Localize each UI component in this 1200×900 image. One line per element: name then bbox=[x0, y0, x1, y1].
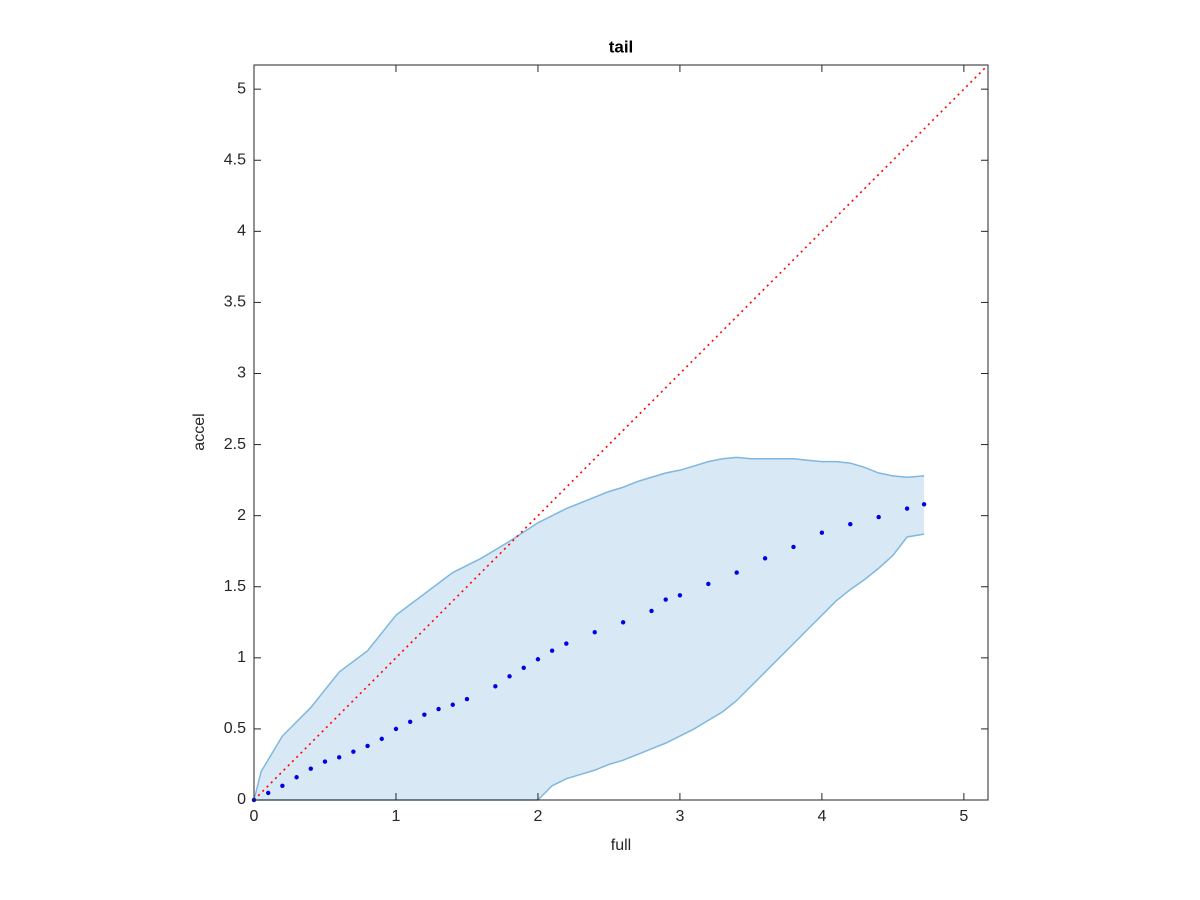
data-point bbox=[450, 702, 455, 707]
y-tick-label: 0 bbox=[237, 791, 246, 808]
data-point bbox=[592, 630, 597, 635]
data-point bbox=[464, 696, 470, 702]
y-axis-label: accel bbox=[191, 413, 208, 450]
reference-line bbox=[253, 64, 989, 801]
x-tick-label: 5 bbox=[959, 808, 968, 825]
y-tick-label: 4.5 bbox=[224, 151, 246, 168]
data-point bbox=[336, 755, 342, 760]
data-point bbox=[677, 593, 683, 598]
data-point bbox=[436, 706, 441, 712]
data-point bbox=[904, 506, 910, 511]
data-point bbox=[393, 726, 399, 732]
data-point bbox=[365, 743, 370, 749]
data-point bbox=[876, 514, 881, 520]
data-point bbox=[521, 665, 526, 670]
x-axis-label: full bbox=[611, 837, 631, 854]
y-tick-label: 2 bbox=[237, 507, 246, 524]
y-tick-label: 1.5 bbox=[224, 578, 246, 595]
data-point bbox=[620, 620, 626, 625]
x-tick-label: 2 bbox=[533, 808, 542, 825]
y-tick-label: 2.5 bbox=[224, 436, 246, 453]
data-point bbox=[819, 530, 825, 535]
data-point bbox=[493, 684, 498, 689]
data-point bbox=[663, 597, 668, 602]
data-point bbox=[762, 556, 768, 561]
y-tick-label: 4 bbox=[237, 223, 246, 240]
data-point bbox=[379, 736, 384, 742]
x-tick-label: 1 bbox=[392, 808, 401, 825]
data-point bbox=[407, 719, 413, 725]
data-point bbox=[507, 674, 512, 679]
data-point bbox=[280, 783, 285, 788]
y-tick-label: 0.5 bbox=[224, 720, 246, 737]
x-tick-label: 4 bbox=[817, 808, 826, 825]
data-point bbox=[422, 712, 427, 717]
band-upper-edge bbox=[253, 456, 925, 801]
x-tick-label: 0 bbox=[250, 808, 259, 825]
chart-title: tail bbox=[609, 37, 634, 56]
data-point bbox=[921, 502, 927, 507]
y-tick-label: 5 bbox=[237, 80, 246, 97]
data-point bbox=[351, 749, 356, 754]
data-point bbox=[549, 648, 555, 653]
data-point bbox=[706, 581, 711, 587]
data-point bbox=[308, 766, 313, 771]
band-area bbox=[254, 457, 925, 800]
data-point bbox=[322, 759, 328, 764]
y-tick-label: 1 bbox=[237, 649, 246, 666]
data-point bbox=[649, 608, 654, 614]
data-point bbox=[535, 657, 541, 662]
data-point bbox=[294, 775, 299, 780]
x-tick-label: 3 bbox=[675, 808, 684, 825]
data-point bbox=[848, 521, 853, 527]
data-point bbox=[791, 544, 796, 550]
axes-box bbox=[253, 64, 989, 801]
data-point bbox=[265, 790, 271, 796]
data-point bbox=[564, 641, 569, 646]
y-tick-label: 3 bbox=[237, 365, 246, 382]
data-point bbox=[734, 570, 739, 575]
y-tick-label: 3.5 bbox=[224, 294, 246, 311]
